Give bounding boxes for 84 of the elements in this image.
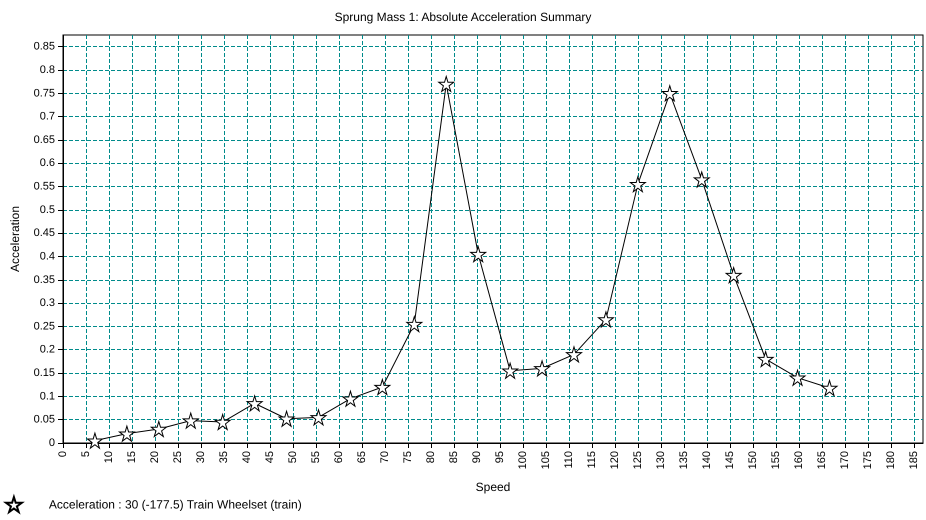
y-axis-title: Acceleration: [8, 206, 22, 272]
point: [438, 76, 454, 92]
x-tick-label: 45: [264, 451, 276, 464]
point: [534, 360, 550, 376]
point: [630, 176, 646, 192]
x-tick-label: 165: [816, 451, 828, 470]
point: [118, 426, 135, 442]
point: [214, 414, 231, 430]
y-tick-label: 0.15: [34, 367, 55, 380]
point: [822, 380, 838, 396]
y-tick-label: 0.3: [40, 297, 55, 310]
x-tick-label: 125: [632, 451, 644, 470]
y-tick-label: 0.85: [34, 40, 55, 53]
x-tick-label: 25: [172, 451, 184, 464]
point: [374, 379, 390, 396]
point: [694, 172, 710, 188]
x-tick-label: 20: [148, 451, 161, 464]
x-tick-label: 90: [470, 451, 483, 464]
x-tick-label: 5: [80, 451, 92, 458]
x-tick-label: 0: [57, 451, 69, 458]
y-tick-label: 0.1: [40, 390, 55, 402]
point: [342, 390, 358, 407]
x-tick-label: 40: [240, 451, 253, 464]
point: [310, 409, 327, 426]
point: [598, 311, 614, 328]
point: [502, 362, 518, 379]
point: [150, 421, 167, 438]
x-tick-label: 75: [402, 451, 414, 464]
x-tick-label: 110: [562, 451, 575, 469]
x-tick-label: 170: [838, 451, 851, 470]
x-tick-label: 35: [218, 451, 230, 464]
x-tick-label: 160: [792, 451, 805, 470]
x-tick-label: 60: [332, 451, 345, 464]
x-tick-label: 135: [678, 451, 690, 470]
point: [726, 267, 742, 284]
point: [662, 85, 678, 102]
x-tick-label: 115: [586, 451, 598, 469]
y-tick-label: 0.8: [40, 64, 55, 76]
x-tick-label: 30: [194, 451, 207, 464]
y-tick-label: 0.4: [40, 250, 55, 262]
point: [470, 246, 486, 262]
y-tick-label: 0: [48, 437, 55, 449]
x-tick-label: 155: [770, 451, 782, 470]
x-tick-label: 145: [724, 451, 736, 470]
chart-title: Sprung Mass 1: Absolute Acceleration Summary: [334, 10, 592, 24]
x-tick-label: 80: [424, 451, 437, 464]
x-tick-label: 105: [540, 451, 552, 470]
point: [566, 346, 582, 362]
y-tick-label: 0.55: [34, 180, 55, 193]
y-tick-label: 0.2: [40, 344, 55, 356]
x-tick-label: 10: [102, 451, 115, 464]
x-tick-label: 120: [608, 451, 621, 470]
x-tick-label: 140: [700, 451, 713, 470]
y-tick-label: 0.05: [34, 414, 55, 426]
point: [86, 432, 103, 449]
x-tick-label: 65: [356, 451, 368, 464]
y-tick-label: 0.6: [40, 157, 55, 170]
point: [758, 351, 774, 368]
y-tick-label: 0.65: [34, 134, 55, 146]
point: [406, 316, 422, 332]
point: [246, 395, 263, 412]
point: [278, 410, 295, 427]
y-tick-label: 0.35: [34, 274, 55, 286]
y-tick-label: 0.25: [34, 320, 55, 332]
legend-label: Acceleration : 30 (-177.5) Train Wheelset (train): [48, 498, 302, 512]
x-axis-title: Speed: [476, 480, 510, 494]
x-tick-label: 175: [862, 451, 874, 470]
x-tick-label: 85: [448, 451, 460, 464]
y-tick-label: 0.75: [34, 87, 55, 100]
x-tick-label: 55: [310, 451, 322, 464]
y-tick-label: 0.5: [40, 204, 55, 216]
x-tick-label: 100: [516, 451, 529, 470]
point: [182, 412, 199, 429]
x-tick-label: 180: [884, 451, 897, 470]
x-tick-label: 150: [746, 451, 759, 470]
x-tick-label: 70: [378, 451, 391, 464]
x-tick-label: 95: [494, 451, 506, 464]
x-tick-label: 130: [654, 451, 667, 470]
x-tick-label: 50: [286, 451, 299, 464]
point: [790, 370, 806, 386]
x-tick-label: 185: [908, 451, 920, 470]
y-tick-label: 0.7: [40, 110, 55, 123]
y-tick-label: 0.45: [34, 227, 55, 240]
x-tick-label: 15: [126, 451, 138, 464]
